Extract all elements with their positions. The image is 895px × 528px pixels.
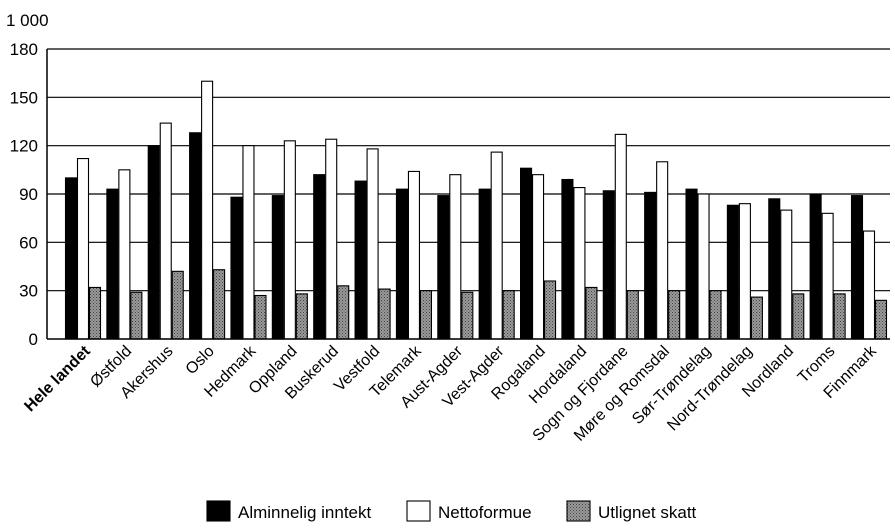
bar-nettoformue bbox=[697, 193, 710, 340]
bar-alminnelig-inntekt bbox=[768, 198, 781, 340]
legend-label: Utlignet skatt bbox=[598, 503, 697, 522]
bar-alminnelig-inntekt bbox=[271, 195, 284, 340]
legend-swatch-nettoformue bbox=[406, 500, 431, 522]
legend-swatch-utlignet-skatt bbox=[566, 500, 591, 522]
bar-utlignet-skatt bbox=[709, 290, 722, 340]
bar-alminnelig-inntekt bbox=[520, 167, 533, 340]
y-tick-label: 0 bbox=[29, 330, 38, 349]
gridlines bbox=[47, 48, 890, 292]
category-label: Hele landet bbox=[21, 342, 94, 415]
legend: Alminnelig inntekt Nettoformue Utlignet sk… bbox=[206, 500, 697, 522]
bar-alminnelig-inntekt bbox=[437, 195, 450, 340]
bar-utlignet-skatt bbox=[337, 285, 350, 340]
bar-alminnelig-inntekt bbox=[395, 188, 408, 340]
bar-alminnelig-inntekt bbox=[685, 188, 698, 340]
bar-utlignet-skatt bbox=[750, 296, 763, 340]
bar-alminnelig-inntekt bbox=[478, 188, 491, 340]
bar-alminnelig-inntekt bbox=[354, 180, 367, 340]
y-tick-label: 60 bbox=[19, 233, 38, 252]
bar-nettoformue bbox=[449, 174, 462, 340]
bar-nettoformue bbox=[159, 122, 172, 340]
bar-utlignet-skatt bbox=[130, 291, 143, 340]
bar-nettoformue bbox=[325, 138, 338, 340]
bar-utlignet-skatt bbox=[668, 290, 681, 340]
bar-nettoformue bbox=[821, 212, 834, 340]
bar-utlignet-skatt bbox=[295, 293, 308, 340]
bar-alminnelig-inntekt bbox=[850, 195, 864, 340]
bar-nettoformue bbox=[573, 187, 586, 340]
bar-utlignet-skatt bbox=[461, 291, 474, 340]
bar-utlignet-skatt bbox=[585, 286, 598, 340]
bar-utlignet-skatt bbox=[502, 290, 515, 340]
bars bbox=[64, 80, 888, 340]
bar-nettoformue bbox=[738, 203, 751, 340]
bar-utlignet-skatt bbox=[833, 293, 846, 340]
bar-utlignet-skatt bbox=[378, 288, 391, 340]
bar-nettoformue bbox=[242, 145, 255, 340]
bar-alminnelig-inntekt bbox=[561, 178, 574, 340]
bar-utlignet-skatt bbox=[544, 280, 557, 340]
y-tick-label: 180 bbox=[10, 40, 38, 59]
bar-nettoformue bbox=[76, 158, 90, 340]
legend-label: Nettoformue bbox=[438, 503, 532, 522]
y-tick-label: 30 bbox=[19, 282, 38, 301]
bar-nettoformue bbox=[532, 174, 545, 340]
bar-alminnelig-inntekt bbox=[106, 188, 119, 340]
bar-utlignet-skatt bbox=[874, 299, 888, 340]
y-tick-label: 150 bbox=[10, 88, 38, 107]
bar-nettoformue bbox=[118, 169, 131, 340]
bar-nettoformue bbox=[656, 161, 669, 340]
bar-utlignet-skatt bbox=[213, 269, 226, 340]
category-label: Oslo bbox=[183, 343, 218, 378]
bar-nettoformue bbox=[862, 230, 876, 340]
bar-alminnelig-inntekt bbox=[726, 204, 739, 340]
y-tick-label: 120 bbox=[10, 137, 38, 156]
y-unit-label: 1 000 bbox=[6, 11, 49, 30]
bar-utlignet-skatt bbox=[792, 293, 805, 340]
bar-alminnelig-inntekt bbox=[809, 193, 822, 340]
legend-swatch-alminnelig-inntekt bbox=[206, 500, 231, 522]
y-tick-labels: 0 30 60 90 120 150 180 bbox=[10, 40, 38, 349]
legend-label: Alminnelig inntekt bbox=[238, 503, 372, 522]
bar-nettoformue bbox=[201, 80, 214, 340]
bar-alminnelig-inntekt bbox=[313, 174, 326, 340]
bar-nettoformue bbox=[407, 170, 420, 340]
bar-alminnelig-inntekt bbox=[64, 177, 78, 340]
bar-nettoformue bbox=[780, 209, 793, 340]
bar-nettoformue bbox=[614, 133, 627, 340]
bar-utlignet-skatt bbox=[254, 294, 267, 340]
bar-utlignet-skatt bbox=[171, 270, 184, 340]
bar-nettoformue bbox=[283, 140, 296, 340]
bar-alminnelig-inntekt bbox=[189, 132, 202, 340]
bar-utlignet-skatt bbox=[419, 290, 432, 340]
bar-alminnelig-inntekt bbox=[644, 191, 657, 340]
bar-alminnelig-inntekt bbox=[147, 145, 160, 340]
bar-alminnelig-inntekt bbox=[230, 196, 243, 340]
bar-alminnelig-inntekt bbox=[602, 190, 615, 340]
y-tick-label: 90 bbox=[19, 185, 38, 204]
bar-utlignet-skatt bbox=[626, 290, 639, 340]
bar-nettoformue bbox=[366, 148, 379, 340]
bar-utlignet-skatt bbox=[88, 286, 102, 340]
bar-nettoformue bbox=[490, 151, 503, 340]
